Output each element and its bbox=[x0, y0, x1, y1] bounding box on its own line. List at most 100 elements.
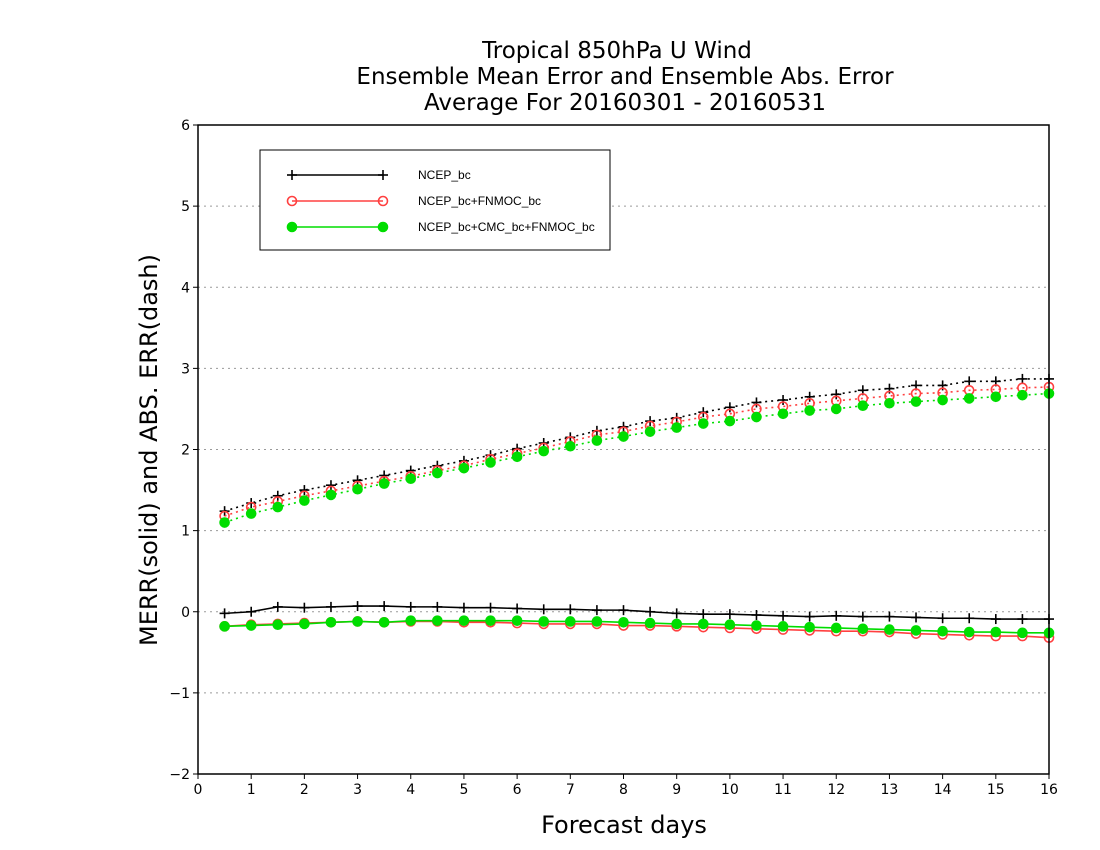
series-3-merr-point bbox=[511, 615, 523, 626]
series-3-abs-err-point bbox=[405, 473, 417, 485]
series-1-merr-point bbox=[964, 613, 975, 624]
series-1-merr-point bbox=[565, 604, 576, 615]
plot-frame bbox=[197, 124, 1050, 775]
series-3-merr-point bbox=[325, 616, 337, 628]
x-tick-label: 10 bbox=[721, 782, 739, 798]
series-2 bbox=[219, 381, 1055, 644]
legend-item-2-marker-end bbox=[377, 195, 389, 207]
series-1-merr-point bbox=[1017, 614, 1028, 625]
series-3-abs-err-point bbox=[618, 431, 629, 442]
series-3 bbox=[219, 388, 1055, 639]
series-1-abs-err-point bbox=[325, 480, 336, 491]
series-1-abs-err-point bbox=[804, 391, 815, 402]
legend-item-1-marker-start bbox=[287, 170, 297, 180]
series-1-abs-err-point bbox=[778, 395, 789, 406]
series-3-merr-point bbox=[777, 621, 789, 632]
series-3-merr-point bbox=[618, 616, 629, 628]
series-3-abs-err-point bbox=[485, 457, 496, 468]
legend-item-2-label: NCEP_bc+FNMOC_bc bbox=[418, 194, 541, 208]
chart-title-line-2: Ensemble Mean Error and Ensemble Abs. Er… bbox=[356, 64, 894, 90]
series-3-merr-point bbox=[432, 615, 443, 626]
series-3-abs-err-point bbox=[830, 403, 842, 415]
series-3-abs-err-point bbox=[538, 445, 550, 457]
series-3-abs-err-point bbox=[565, 440, 576, 452]
series-3-abs-err-point bbox=[299, 495, 310, 506]
series-3-merr-point bbox=[937, 625, 948, 637]
legend-item-3-label: NCEP_bc+CMC_bc+FNMOC_bc bbox=[418, 220, 595, 234]
series-3-merr-point bbox=[272, 619, 284, 631]
y-tick-label: −1 bbox=[169, 686, 190, 702]
series-1-merr-point bbox=[831, 610, 842, 621]
series-1-merr-point bbox=[458, 602, 469, 613]
legend-item-2-marker-start bbox=[286, 195, 298, 207]
series-1-merr-point bbox=[990, 614, 1001, 625]
legend-item-3: NCEP_bc+CMC_bc+FNMOC_bc bbox=[286, 220, 595, 234]
y-tick-label: 6 bbox=[181, 118, 190, 134]
series-3-abs-err-point bbox=[751, 411, 762, 423]
series-1-merr-point bbox=[325, 601, 336, 612]
legend-item-3-marker-start bbox=[286, 221, 298, 233]
series-1-merr-point bbox=[379, 601, 390, 612]
series-1-abs-err-point bbox=[272, 490, 283, 501]
x-tick-label: 7 bbox=[566, 782, 575, 798]
series-3-merr-line bbox=[224, 619, 1049, 634]
series-3-merr-point bbox=[884, 624, 895, 635]
series-3-merr-point bbox=[990, 626, 1002, 638]
series-3-abs-err-point bbox=[325, 489, 337, 501]
x-tick-label: 2 bbox=[300, 782, 309, 798]
series-1-abs-err-point bbox=[964, 376, 975, 387]
legend-item-3-marker-end bbox=[377, 221, 389, 233]
series-3-abs-err-point bbox=[724, 415, 736, 427]
series-1-merr-point bbox=[645, 606, 656, 617]
series-3-abs-err-point bbox=[990, 391, 1002, 403]
y-axis-label: MERR(solid) and ABS. ERR(dash) bbox=[135, 254, 163, 646]
series-3-abs-err-point bbox=[963, 393, 975, 404]
series-3-abs-err-point bbox=[644, 426, 656, 437]
y-tick-label: 1 bbox=[181, 524, 190, 540]
series-1-merr-point bbox=[272, 601, 283, 612]
series-3-merr-point bbox=[644, 617, 656, 629]
x-tick-label: 12 bbox=[827, 782, 845, 798]
series-3-abs-err-point bbox=[378, 478, 390, 489]
y-tick-label: 0 bbox=[181, 605, 190, 621]
series-3-abs-err-point bbox=[352, 483, 363, 495]
x-tick-label: 8 bbox=[619, 782, 628, 798]
series-1-abs-err-point bbox=[352, 475, 363, 486]
series-3-abs-err-point bbox=[671, 422, 682, 433]
series-3-merr-point bbox=[245, 620, 257, 631]
series-1-merr-point bbox=[698, 609, 709, 620]
x-tick-label: 9 bbox=[672, 782, 681, 798]
series-3-merr-point bbox=[804, 621, 815, 633]
series-1-merr-point bbox=[405, 601, 416, 612]
series-3-merr-point bbox=[963, 626, 975, 638]
series-1-merr-line bbox=[224, 605, 1049, 620]
series-1-merr-point bbox=[352, 601, 363, 612]
legend-item-2: NCEP_bc+FNMOC_bc bbox=[286, 194, 541, 208]
series-1-abs-err-line bbox=[224, 378, 1049, 512]
series-1-merr-point bbox=[618, 605, 629, 616]
series-1-merr-point bbox=[591, 605, 602, 616]
series-3-merr-point bbox=[299, 618, 310, 630]
series-3-abs-err-point bbox=[511, 451, 523, 463]
series-3-merr-point bbox=[485, 615, 496, 626]
x-tick-label: 4 bbox=[406, 782, 415, 798]
series-2-abs-err-line bbox=[224, 386, 1050, 517]
series-3-abs-err-point bbox=[857, 400, 869, 411]
legend-item-1-label: NCEP_bc bbox=[418, 168, 471, 182]
series-1-merr-point bbox=[937, 613, 948, 624]
series-1-abs-err-point bbox=[1017, 373, 1028, 384]
series-1-merr-point bbox=[804, 611, 815, 622]
grid-lines bbox=[198, 205, 1049, 694]
legend-box bbox=[259, 149, 611, 251]
series-1-merr-point bbox=[538, 604, 549, 615]
series-1 bbox=[219, 373, 1054, 625]
series-3-abs-err-point bbox=[245, 508, 257, 519]
series-3-merr-point bbox=[910, 625, 922, 636]
y-tick-label: 2 bbox=[181, 443, 190, 459]
series-3-abs-err-point bbox=[910, 396, 922, 407]
x-tick-label: 3 bbox=[353, 782, 362, 798]
series-2-merr-line bbox=[224, 620, 1050, 639]
y-tick-label: 4 bbox=[181, 280, 190, 296]
series-1-abs-err-point bbox=[751, 397, 762, 408]
